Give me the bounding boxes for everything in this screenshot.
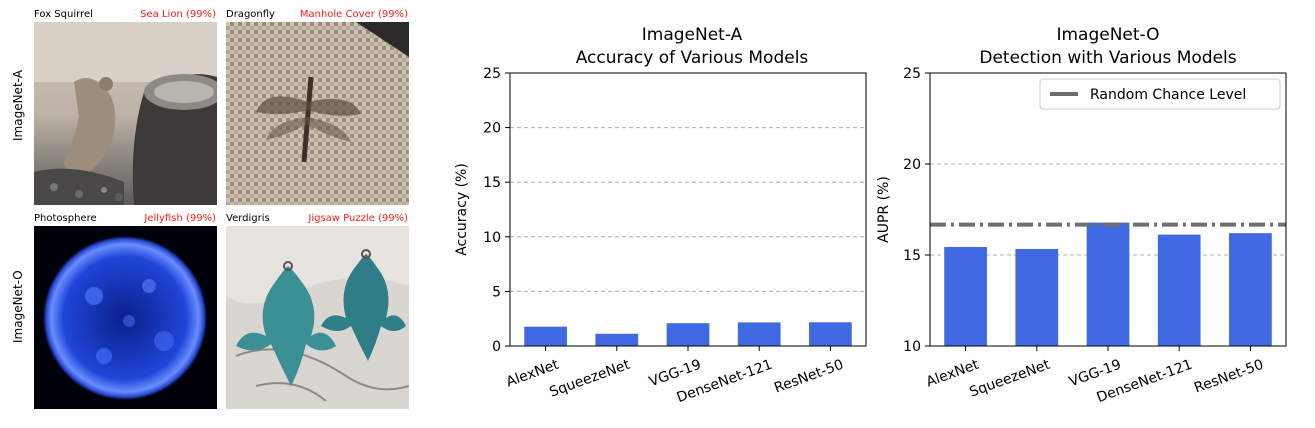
chart-imagenet-a: ImageNet-A Accuracy of Various Models 0 5 10… bbox=[454, 25, 867, 406]
y-tick-label: 0 bbox=[492, 339, 501, 355]
legend-label: Random Chance Level bbox=[1090, 87, 1246, 103]
legend-box bbox=[1039, 78, 1281, 110]
fleur-de-lis-photo bbox=[226, 226, 409, 409]
true-label: Fox Squirrel bbox=[34, 9, 93, 20]
x-tick-label: ResNet-50 bbox=[772, 357, 846, 397]
y-tick-label: 15 bbox=[483, 175, 501, 191]
y-axis-label: AUPR (%) bbox=[876, 176, 892, 243]
y-tick-label: 15 bbox=[903, 248, 921, 264]
true-label: Verdigris bbox=[226, 213, 270, 224]
sun-photo bbox=[34, 226, 217, 409]
chart-title-line: ImageNet-O bbox=[1056, 25, 1159, 45]
chart-imagenet-o: ImageNet-O Detection with Various Models 1… bbox=[876, 25, 1287, 406]
bar bbox=[666, 323, 710, 346]
predicted-label: Sea Lion (99%) bbox=[140, 9, 216, 20]
chart-title-line: Accuracy of Various Models bbox=[576, 48, 809, 68]
y-tick-label: 20 bbox=[483, 121, 501, 137]
predicted-label: Jellyfish (99%) bbox=[144, 213, 216, 224]
x-tick-label: ResNet-50 bbox=[1192, 357, 1266, 397]
y-tick-label: 25 bbox=[483, 66, 501, 82]
plot-frame bbox=[509, 72, 867, 347]
y-tick-label: 10 bbox=[483, 230, 501, 246]
squirrel-photo bbox=[34, 22, 217, 205]
predicted-label: Manhole Cover (99%) bbox=[299, 9, 408, 20]
bar bbox=[524, 326, 567, 346]
chart-title-line: ImageNet-A bbox=[642, 25, 743, 45]
x-tick-label: SqueezeNet bbox=[547, 357, 632, 401]
bar bbox=[1086, 222, 1130, 346]
bar bbox=[944, 246, 987, 346]
bar bbox=[1015, 248, 1059, 346]
chart-title-line: Detection with Various Models bbox=[979, 48, 1236, 68]
true-label: Photosphere bbox=[34, 213, 97, 224]
x-tick-label: SqueezeNet bbox=[967, 357, 1052, 401]
y-tick-label: 25 bbox=[903, 66, 921, 82]
y-tick-label: 10 bbox=[903, 339, 921, 355]
y-axis-label: Accuracy (%) bbox=[454, 163, 470, 256]
dragonfly-photo bbox=[226, 22, 409, 205]
bar bbox=[737, 322, 781, 346]
predicted-label: Jigsaw Puzzle (99%) bbox=[308, 213, 408, 224]
true-label: Dragonfly bbox=[226, 9, 275, 20]
bar bbox=[1229, 233, 1272, 346]
y-tick-label: 20 bbox=[903, 157, 921, 173]
bar bbox=[1157, 234, 1201, 346]
bar bbox=[595, 333, 639, 346]
bar bbox=[809, 322, 852, 346]
y-tick-label: 5 bbox=[492, 284, 501, 300]
